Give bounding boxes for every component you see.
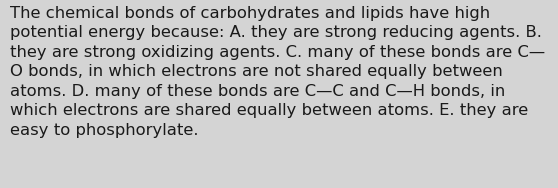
Text: The chemical bonds of carbohydrates and lipids have high
potential energy becaus: The chemical bonds of carbohydrates and … (10, 6, 545, 138)
